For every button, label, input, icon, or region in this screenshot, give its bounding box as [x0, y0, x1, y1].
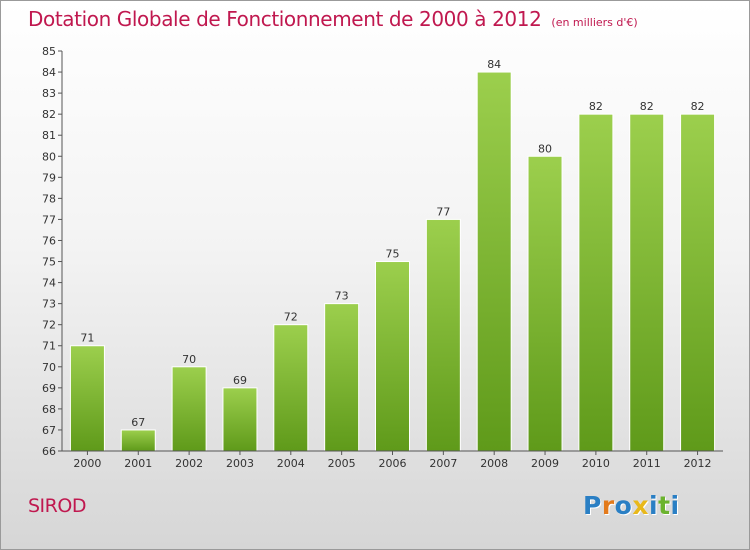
x-tick-label: 2001 [124, 457, 152, 470]
y-tick-label: 84 [42, 66, 56, 79]
chart-title-text: Dotation Globale de Fonctionnement de 20… [28, 7, 542, 31]
bar-value-label: 67 [131, 416, 145, 429]
x-tick-label: 2009 [531, 457, 559, 470]
logo-letter: i [670, 491, 680, 520]
y-tick-label: 69 [42, 382, 56, 395]
y-tick-label: 73 [42, 298, 56, 311]
y-tick-label: 72 [42, 319, 56, 332]
x-tick-label: 2011 [633, 457, 661, 470]
bar-2004 [273, 324, 309, 452]
bar-value-label: 80 [538, 142, 552, 155]
y-tick-label: 71 [42, 340, 56, 353]
y-tick-label: 70 [42, 361, 56, 374]
logo-letter: x [632, 491, 649, 520]
x-tick-label: 2008 [480, 457, 508, 470]
bar-2002 [171, 366, 207, 452]
bar-value-label: 82 [640, 100, 654, 113]
bar-value-label: 77 [436, 205, 450, 218]
x-axis: 2000 2001 2002 2003 2004 2005 2006 2007 2008 2009… [62, 450, 723, 470]
bar-2011 [629, 113, 665, 452]
y-tick-label: 68 [42, 403, 56, 416]
bar-value-label: 71 [80, 332, 94, 345]
y-tick-label: 79 [42, 171, 56, 184]
x-tick-label: 2005 [328, 457, 356, 470]
bar-value-label: 82 [691, 100, 705, 113]
logo-letter: t [658, 491, 671, 520]
bar-2007 [425, 218, 461, 452]
chart-title: Dotation Globale de Fonctionnement de 20… [28, 7, 638, 31]
x-tick-label: 2003 [226, 457, 254, 470]
logo-letter: i [649, 491, 659, 520]
y-axis: 66 67 68 69 70 71 72 73 74 75 76 77 78 79 80 81 82 83 84 85 [42, 45, 63, 458]
bar-2001 [120, 429, 156, 452]
x-tick-label: 2002 [175, 457, 203, 470]
bar-value-label: 82 [589, 100, 603, 113]
y-tick-label: 76 [42, 234, 56, 247]
x-tick-label: 2007 [429, 457, 457, 470]
y-tick-label: 75 [42, 256, 56, 269]
y-tick-label: 83 [42, 87, 56, 100]
bar-value-label: 84 [487, 58, 501, 71]
y-tick-label: 81 [42, 129, 56, 142]
y-tick-label: 67 [42, 424, 56, 437]
y-tick-label: 80 [42, 150, 56, 163]
bar-value-label: 73 [335, 290, 349, 303]
y-tick-label: 82 [42, 108, 56, 121]
bar-2000 [69, 345, 105, 452]
y-tick-label: 77 [42, 213, 56, 226]
x-tick-label: 2004 [277, 457, 305, 470]
bar-value-label: 70 [182, 353, 196, 366]
commune-name: SIROD [28, 495, 86, 517]
x-tick-label: 2012 [684, 457, 712, 470]
y-tick-label: 66 [42, 445, 56, 458]
proxiti-logo: Proxiti [583, 491, 680, 520]
x-tick-label: 2010 [582, 457, 610, 470]
chart-subtitle: (en milliers d'€) [551, 16, 638, 29]
y-tick-label: 74 [42, 277, 56, 290]
bar-value-label: 72 [284, 311, 298, 324]
bar-2012 [680, 113, 716, 452]
x-tick-label: 2006 [379, 457, 407, 470]
bar-2010 [578, 113, 614, 452]
x-tick-label: 2000 [73, 457, 101, 470]
bar-2006 [375, 261, 410, 452]
bars: 71 67 70 69 72 73 75 77 84 80 82 82 82 [69, 58, 716, 452]
y-tick-label: 85 [42, 45, 56, 58]
logo-letter: o [614, 491, 633, 520]
logo-letter: r [601, 491, 615, 520]
bar-value-label: 75 [386, 248, 400, 261]
logo-letter: P [583, 491, 602, 520]
bar-2003 [222, 387, 258, 452]
y-tick-label: 78 [42, 192, 56, 205]
bar-2005 [324, 303, 360, 452]
bar-value-label: 69 [233, 374, 247, 387]
bar-2009 [527, 155, 563, 452]
bar-2008 [476, 71, 512, 452]
